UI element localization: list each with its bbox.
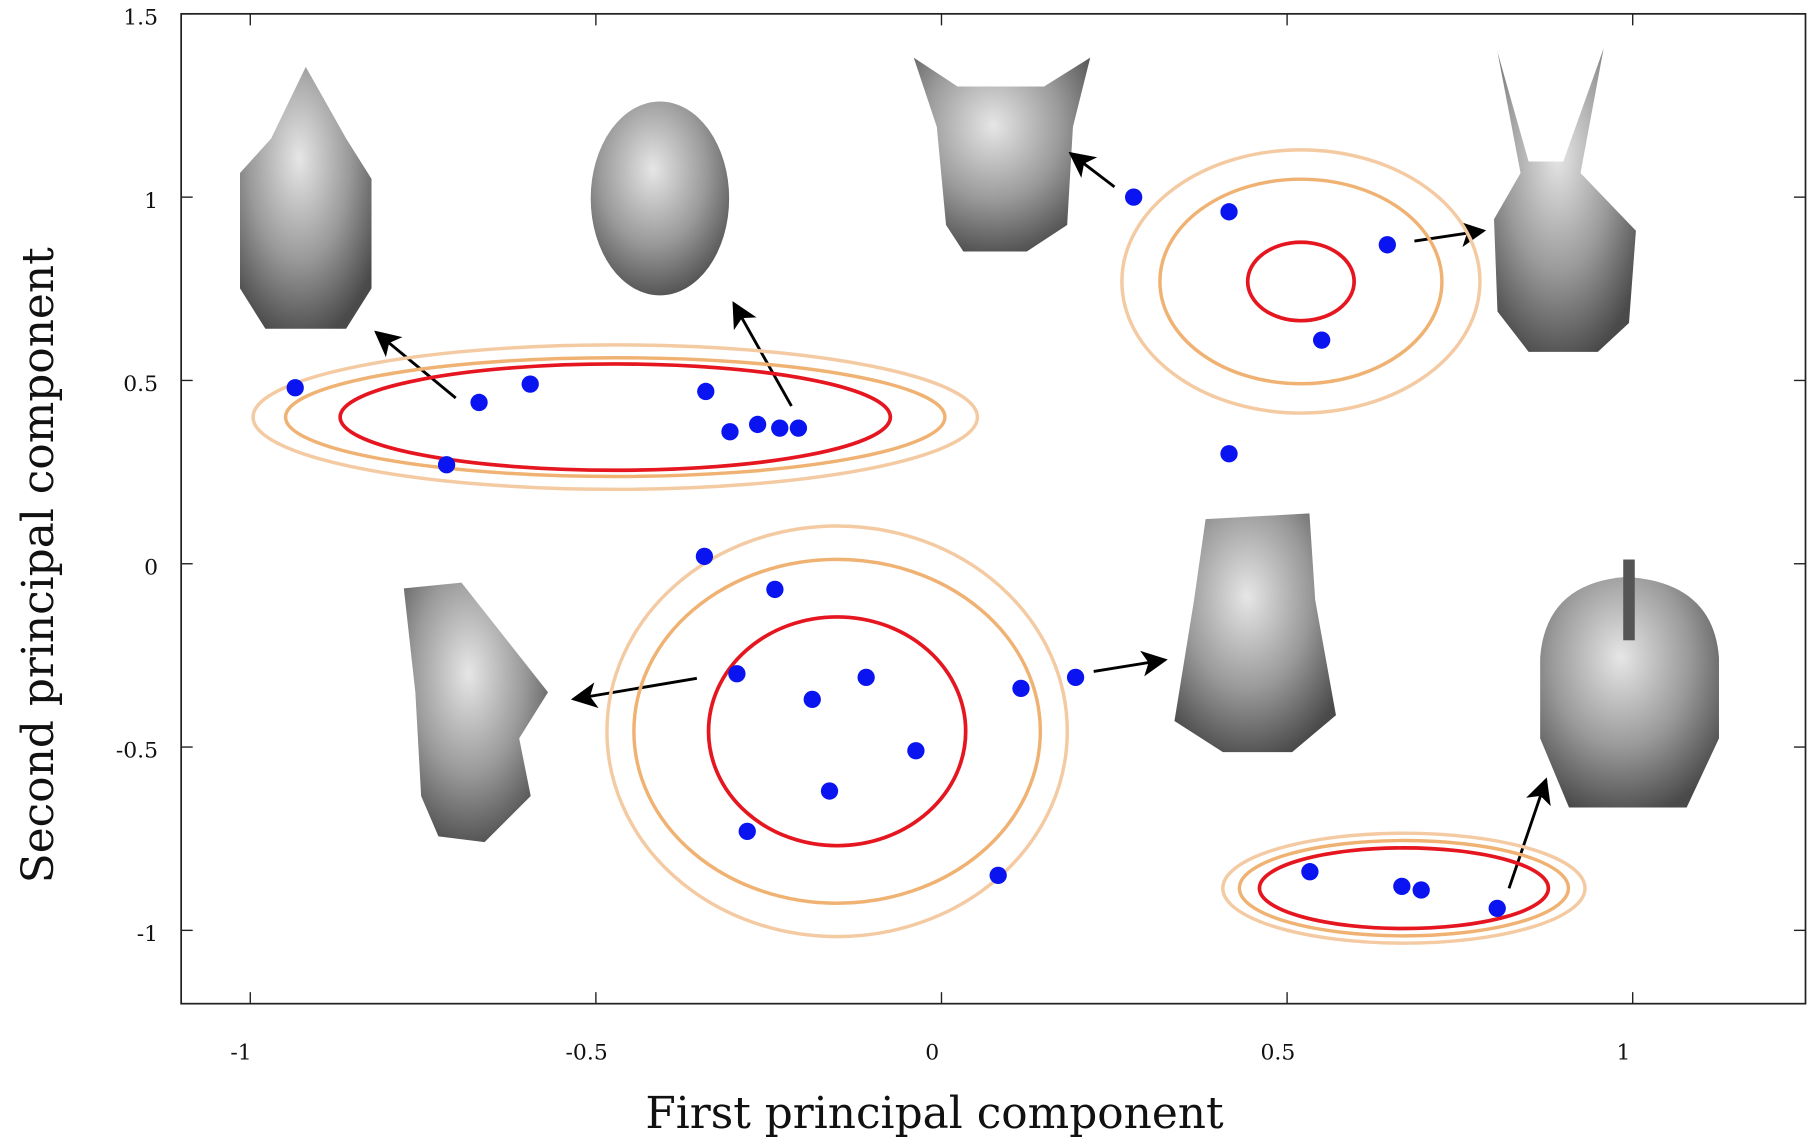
head-image xyxy=(240,67,372,329)
point xyxy=(1067,669,1084,686)
head-image xyxy=(404,583,548,843)
head-image xyxy=(1174,513,1336,752)
chart: First principal component Second princip… xyxy=(0,0,1809,1145)
point xyxy=(1313,331,1330,348)
point xyxy=(1393,878,1410,895)
point xyxy=(739,823,756,840)
contour xyxy=(634,559,1040,903)
x-tick-label: 0.5 xyxy=(1260,1040,1295,1065)
point xyxy=(728,665,745,682)
point xyxy=(857,669,874,686)
point xyxy=(721,423,738,440)
head-image xyxy=(591,102,729,296)
point xyxy=(287,379,304,396)
y-tick-label: -0.5 xyxy=(116,739,158,764)
x-tick-label: -1 xyxy=(230,1040,251,1065)
point xyxy=(522,375,539,392)
head-image xyxy=(914,58,1091,252)
x-tick-label: 1 xyxy=(1617,1040,1631,1065)
contour xyxy=(709,617,966,846)
head-image xyxy=(1623,560,1635,641)
point xyxy=(1125,188,1142,205)
point xyxy=(1489,900,1506,917)
x-axis-label: First principal component xyxy=(645,1088,1224,1139)
point xyxy=(696,548,713,565)
contour xyxy=(286,358,945,477)
point xyxy=(1413,881,1430,898)
y-tick-label: 0.5 xyxy=(123,372,158,397)
point xyxy=(697,383,714,400)
point xyxy=(766,581,783,598)
point xyxy=(804,691,821,708)
arrow xyxy=(1071,153,1115,186)
arrow xyxy=(1094,660,1166,672)
point xyxy=(470,394,487,411)
point xyxy=(749,416,766,433)
point xyxy=(1220,445,1237,462)
y-tick-label: 1.5 xyxy=(123,5,158,30)
y-tick-label: 0 xyxy=(144,555,158,580)
point xyxy=(907,742,924,759)
point xyxy=(1220,203,1237,220)
y-tick-label: 1 xyxy=(144,189,158,214)
point xyxy=(790,419,807,436)
y-axis-label: Second principal component xyxy=(13,247,64,883)
point xyxy=(771,419,788,436)
point xyxy=(821,782,838,799)
arrow xyxy=(573,678,696,699)
contour xyxy=(1160,179,1442,384)
point xyxy=(438,456,455,473)
y-tick-label: -1 xyxy=(137,922,158,947)
point xyxy=(990,867,1007,884)
point xyxy=(1301,863,1318,880)
head-images xyxy=(240,48,1719,842)
contour xyxy=(340,364,890,470)
head-image xyxy=(1494,48,1636,351)
x-tick-label: 0 xyxy=(925,1040,939,1065)
page: First principal component Second princip… xyxy=(0,0,1809,1145)
arrow xyxy=(1509,780,1546,888)
point xyxy=(1012,680,1029,697)
arrows xyxy=(376,153,1546,888)
contour xyxy=(1122,150,1480,413)
contour xyxy=(1248,242,1354,320)
point xyxy=(1379,236,1396,253)
contour xyxy=(253,345,977,489)
x-tick-label: -0.5 xyxy=(566,1040,608,1065)
